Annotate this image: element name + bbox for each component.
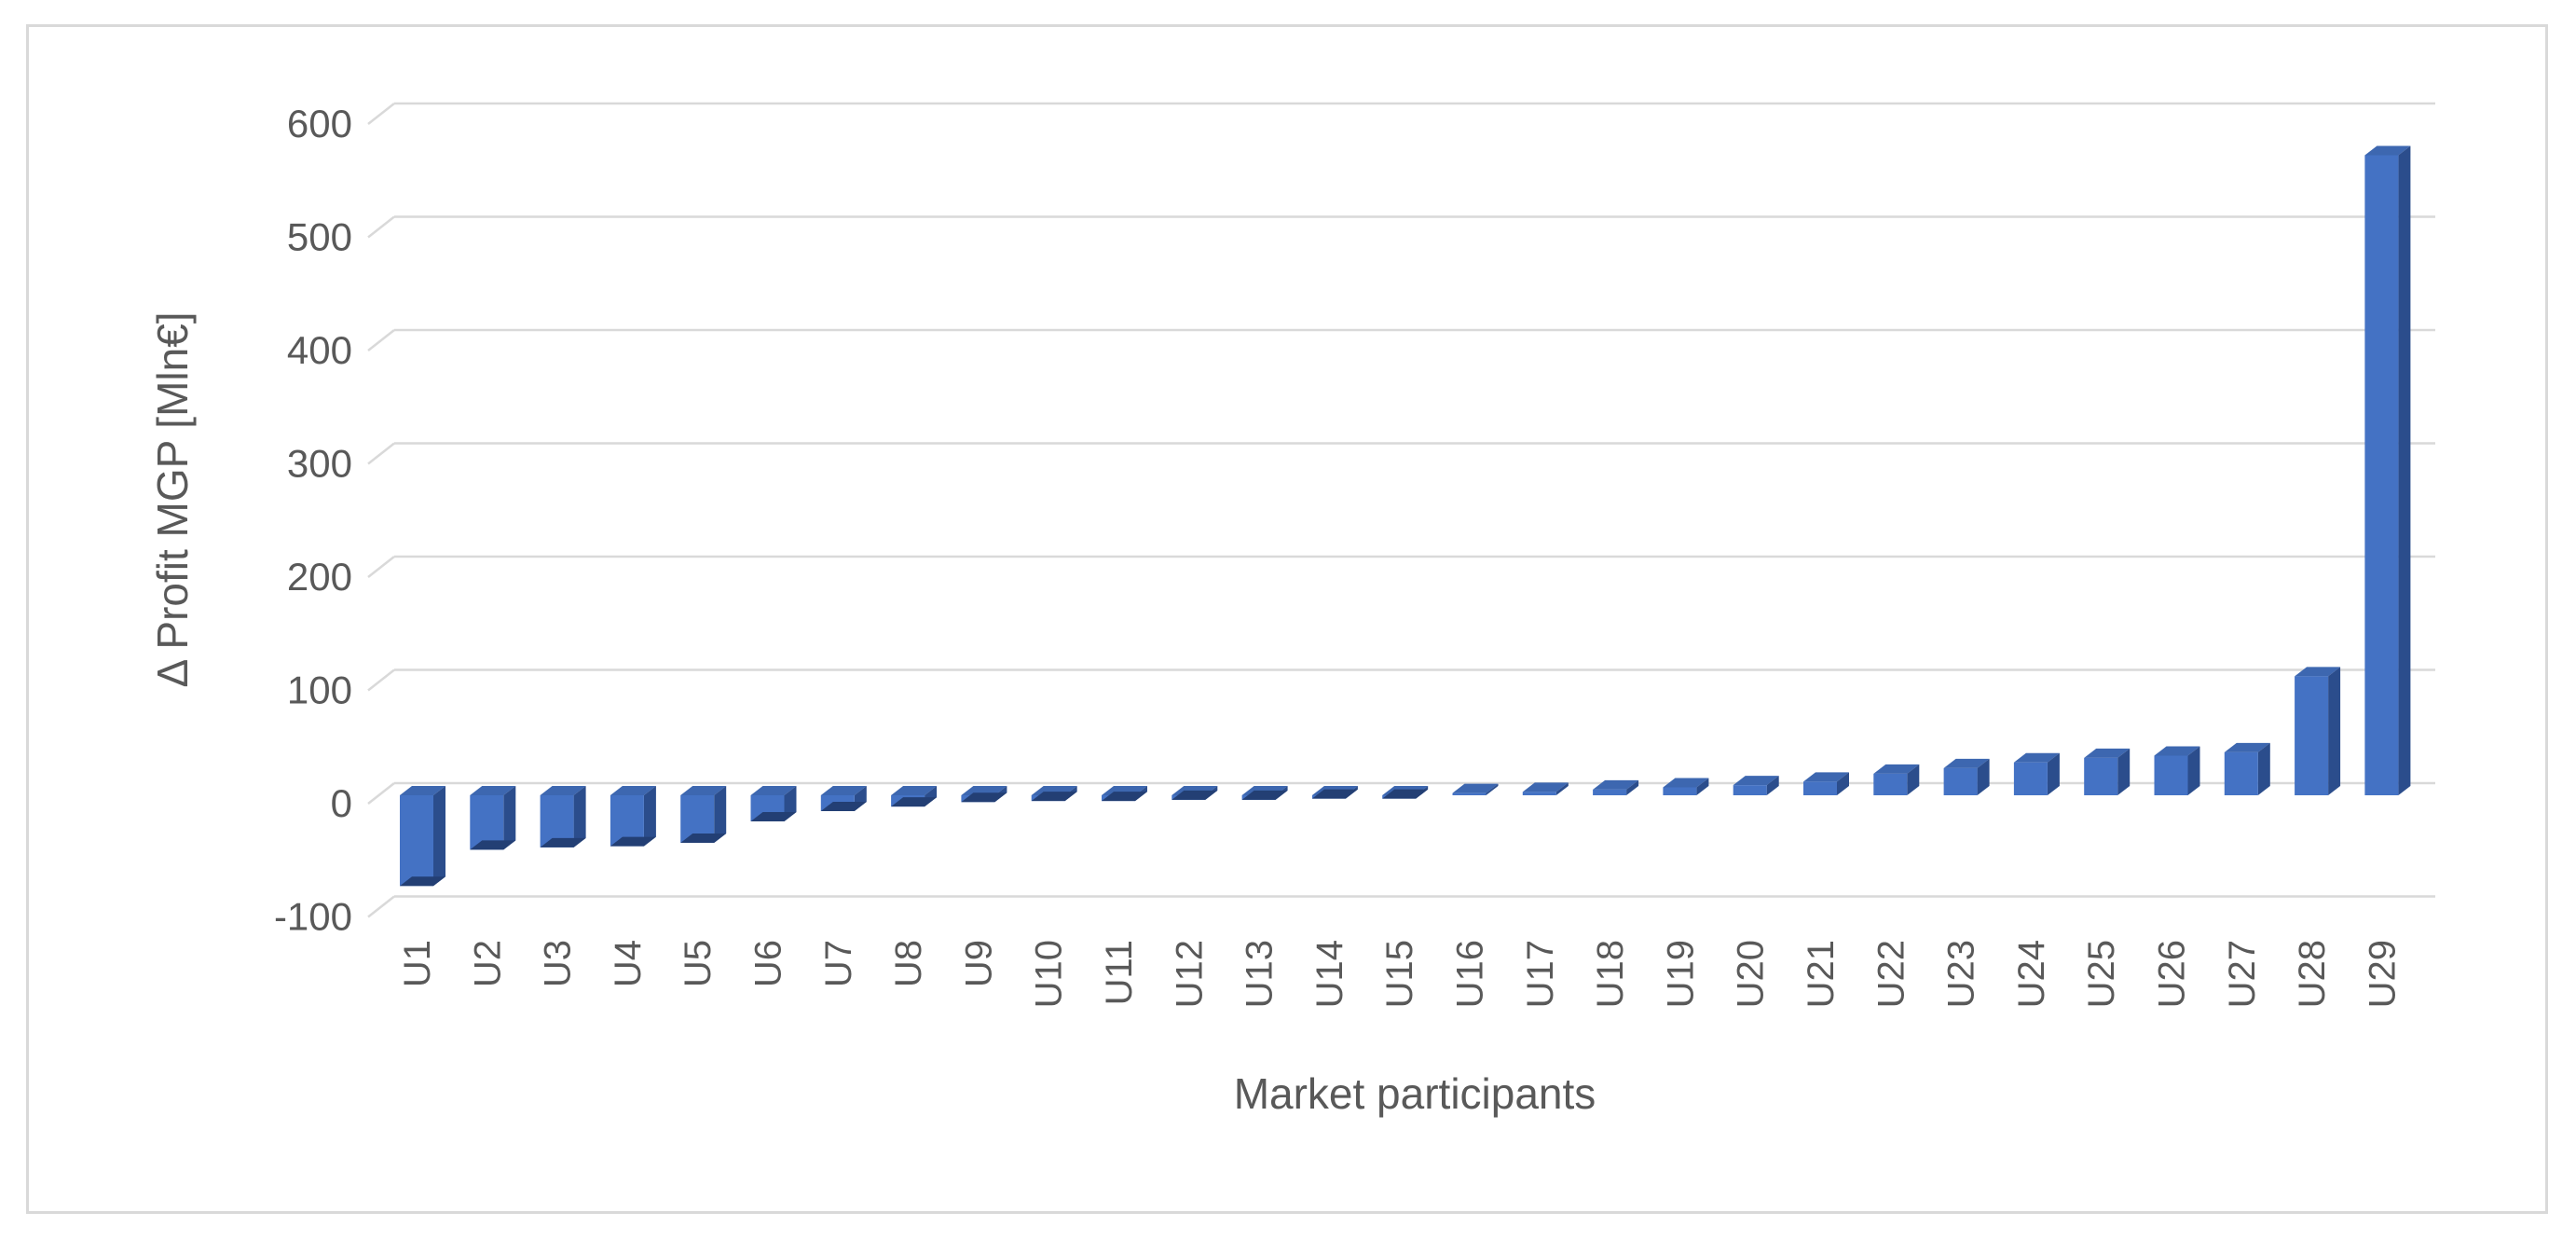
x-label-U27: U27	[2222, 940, 2263, 1008]
bar-U8	[891, 786, 938, 807]
axis-depth-tick-100	[367, 668, 395, 692]
bar-U20	[1733, 776, 1779, 795]
axis-depth-tick-500	[367, 215, 395, 239]
bar-U14	[1311, 786, 1358, 799]
x-label-U22: U22	[1870, 940, 1911, 1008]
x-label-U1: U1	[397, 940, 438, 987]
bar-U1	[400, 786, 445, 887]
chart-frame	[26, 24, 2548, 1214]
x-label-U17: U17	[1520, 940, 1561, 1008]
bar-U17	[1522, 782, 1569, 795]
y-tick-label-500: 500	[287, 215, 352, 259]
bar-U4	[610, 786, 656, 847]
x-label-U6: U6	[748, 940, 789, 987]
bar-U19	[1663, 778, 1709, 795]
x-label-U29: U29	[2362, 940, 2403, 1008]
y-tick-label-100: 100	[287, 668, 352, 712]
x-label-U25: U25	[2081, 940, 2122, 1008]
bar-U6	[750, 786, 797, 821]
y-tick-label--100: -100	[274, 895, 352, 939]
x-label-U7: U7	[818, 940, 859, 987]
bar-U28	[2295, 667, 2341, 795]
bar-U11	[1102, 786, 1147, 802]
x-label-U11: U11	[1099, 940, 1140, 1005]
x-label-U8: U8	[888, 940, 929, 987]
bar-U23	[1943, 758, 1990, 795]
x-label-U14: U14	[1309, 940, 1350, 1008]
x-label-U28: U28	[2292, 940, 2333, 1008]
bar-U15	[1382, 786, 1429, 799]
bar-U9	[961, 786, 1007, 803]
bar-U27	[2224, 742, 2270, 795]
x-label-U5: U5	[678, 940, 719, 987]
bar-U13	[1241, 786, 1288, 800]
bar-U26	[2154, 746, 2200, 795]
axis-depth-tick-0	[367, 782, 395, 805]
axis-depth-tick-200	[367, 556, 395, 578]
x-label-U15: U15	[1379, 940, 1420, 1008]
axis-depth-tick-400	[367, 329, 395, 351]
axis-depth-tick-300	[367, 442, 395, 465]
bar-U24	[2013, 752, 2060, 795]
x-label-U10: U10	[1029, 940, 1070, 1008]
x-label-U16: U16	[1450, 940, 1491, 1008]
x-label-U4: U4	[608, 940, 649, 987]
x-label-U21: U21	[1801, 940, 1842, 1008]
x-label-U2: U2	[467, 940, 508, 987]
bar-U16	[1452, 783, 1499, 795]
bar-U12	[1172, 786, 1218, 800]
bar-U2	[470, 786, 516, 850]
axis-depth-tick-600	[367, 103, 395, 125]
x-label-U9: U9	[958, 940, 999, 987]
y-tick-label-0: 0	[331, 781, 352, 825]
bar-U10	[1031, 786, 1077, 802]
bar-U7	[820, 786, 867, 812]
bar-U3	[540, 786, 586, 847]
bar-U21	[1803, 772, 1849, 795]
bar-U25	[2084, 748, 2131, 795]
x-label-U20: U20	[1731, 940, 1772, 1008]
x-label-U12: U12	[1169, 940, 1210, 1008]
bar-U29	[2364, 145, 2411, 795]
y-tick-label-600: 600	[287, 102, 352, 145]
x-label-U13: U13	[1240, 940, 1281, 1008]
x-label-U23: U23	[1941, 940, 1982, 1008]
x-label-U24: U24	[2011, 940, 2052, 1008]
y-tick-label-400: 400	[287, 328, 352, 372]
x-label-U3: U3	[538, 940, 579, 987]
x-label-U19: U19	[1660, 940, 1701, 1008]
x-label-U18: U18	[1590, 940, 1631, 1008]
x-label-U26: U26	[2152, 940, 2193, 1008]
y-tick-label-300: 300	[287, 442, 352, 486]
bar-U22	[1873, 764, 1920, 795]
bar-U18	[1593, 779, 1639, 795]
axis-depth-tick--100	[367, 895, 395, 918]
y-tick-label-200: 200	[287, 555, 352, 599]
x-axis-title: Market participants	[1233, 1069, 1596, 1118]
y-axis-title: Δ Profit MGP [Mln€]	[148, 311, 197, 688]
bar-U5	[680, 786, 727, 844]
